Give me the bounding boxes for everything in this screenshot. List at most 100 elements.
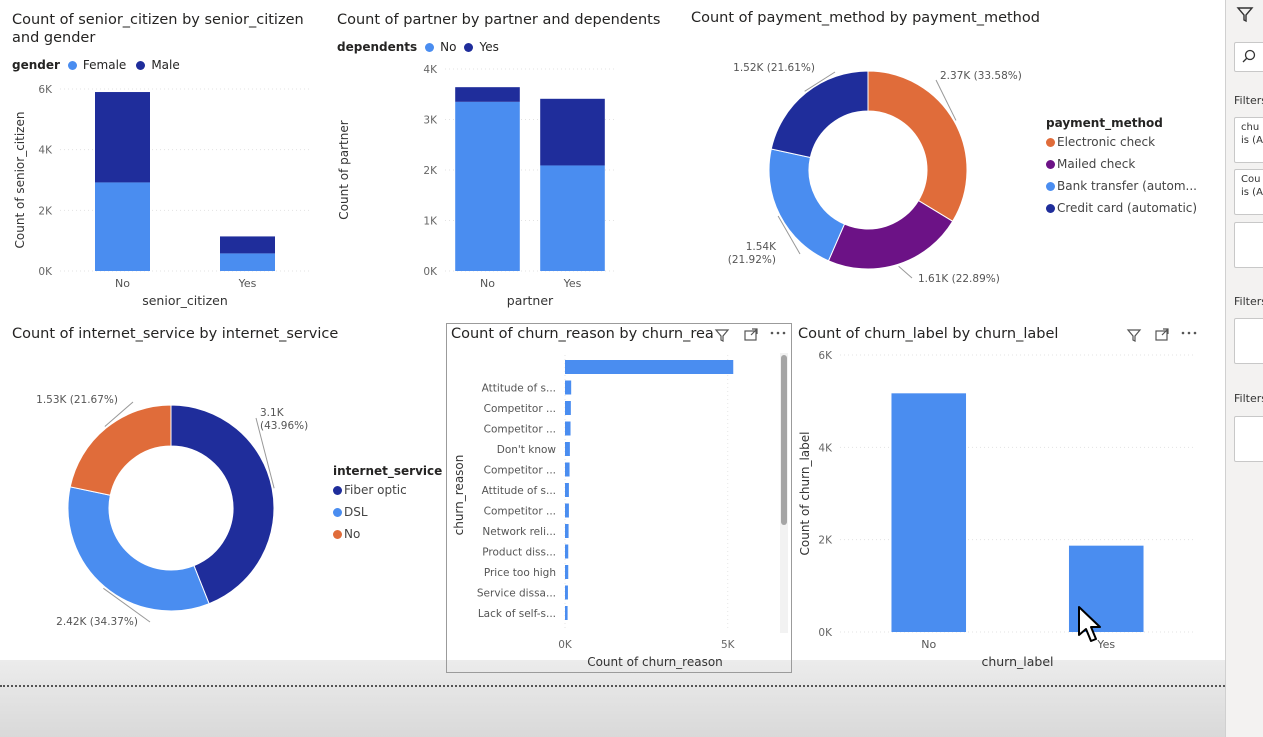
chart-legend: payment_method Electronic check Mailed c… (1046, 116, 1197, 223)
legend-label-male: Male (151, 58, 180, 72)
leader-line (255, 417, 275, 489)
scrollbar[interactable] (780, 353, 788, 633)
bar (891, 393, 967, 632)
churn-label-plot: 0K 2K 4K 6K No Yes churn_label Count of churn_l… (798, 350, 1195, 669)
internet-service-donut: 3.1K(43.96%) 2.42K (34.37%) 1.53K (21.67%) (36, 394, 308, 628)
legend-swatch (1046, 137, 1055, 147)
focus-mode-icon[interactable] (743, 327, 759, 347)
legend-swatch-yes (464, 42, 474, 52)
filter-card-field: chu (1241, 122, 1260, 133)
legend-swatch (333, 529, 342, 539)
add-filter-well[interactable] (1234, 416, 1263, 462)
data-label: 2.37K (33.58%) (940, 70, 1022, 82)
legend-swatch (333, 507, 342, 517)
data-label: (21.92%) (728, 254, 776, 266)
chart-title: Count of internet_service by internet_se… (12, 326, 339, 342)
filters-pane[interactable]: Filters chu is (A Cou is (A Filters Filt… (1225, 0, 1263, 737)
legend-item: Bank transfer (autom... (1046, 179, 1197, 193)
legend-item: Fiber optic (333, 483, 442, 497)
mouse-cursor-icon (1078, 606, 1101, 642)
filter-icon[interactable] (714, 327, 730, 347)
y-tick-label: Don't know (497, 444, 557, 456)
churn-label-chart[interactable]: Count of churn_label by churn_label 0K 2K… (795, 323, 1205, 673)
scrollbar-thumb[interactable] (781, 355, 787, 525)
partner-chart[interactable]: Count of partner by partner and dependen… (330, 0, 670, 315)
chart-title-line2: and gender (12, 30, 96, 46)
chart-title: Count of payment_method by payment_metho… (691, 10, 1040, 26)
y-tick-label: 0K (423, 266, 438, 278)
x-tick-label: No (115, 277, 130, 290)
focus-mode-icon[interactable] (1154, 327, 1170, 347)
x-axis-title: partner (507, 293, 554, 308)
x-tick-label: No (480, 277, 495, 290)
donut-slice (67, 486, 210, 612)
selected-visual-frame[interactable] (446, 323, 792, 673)
bar (455, 101, 520, 271)
bar (565, 462, 570, 477)
x-axis-title: Count of churn_reason (587, 655, 723, 669)
legend-label: Fiber optic (344, 483, 407, 497)
bar (540, 165, 605, 271)
bar (565, 380, 572, 395)
y-axis-title: Count of senior_citizen (13, 112, 27, 249)
y-tick-label: Lack of self-s... (478, 608, 556, 620)
bar (565, 360, 734, 374)
legend-label-yes: Yes (479, 40, 499, 54)
more-options-icon[interactable] (1180, 325, 1198, 345)
partner-plot: 0K 1K 2K 3K 4K No Yes partner Count of partner (337, 64, 615, 308)
legend-item: Mailed check (1046, 157, 1197, 171)
x-tick-label: 0K (558, 639, 573, 651)
bar (565, 503, 569, 518)
legend-label: DSL (344, 505, 368, 519)
churn-reason-chart[interactable]: Count of churn_reason by churn_rea 0K 5K A… (446, 323, 792, 673)
filters-on-page-label: Filters (1234, 94, 1263, 107)
y-tick-label: 0K (818, 627, 833, 639)
churn-reason-plot: 0K 5K Attitude of s... Competitor ... Compet… (452, 355, 736, 669)
filter-icon[interactable] (1126, 327, 1142, 347)
y-tick-label: 0K (38, 266, 53, 278)
payment-method-chart[interactable]: Count of payment_method by payment_metho… (680, 0, 1220, 315)
y-tick-label: 6K (818, 350, 833, 362)
legend-item: DSL (333, 505, 442, 519)
y-axis-title: churn_reason (452, 455, 466, 536)
bar (565, 544, 569, 559)
y-tick-label: 6K (38, 84, 53, 96)
add-filter-well[interactable] (1234, 318, 1263, 364)
filter-card[interactable]: Cou is (A (1234, 169, 1263, 215)
more-options-icon[interactable] (769, 325, 787, 345)
bar (565, 421, 571, 436)
y-tick-label: Competitor ... (484, 424, 556, 436)
bar (540, 98, 605, 166)
filter-card[interactable]: chu is (A (1234, 117, 1263, 163)
add-filter-well[interactable] (1234, 222, 1263, 268)
bar (565, 606, 568, 620)
chart-title: Count of partner by partner and dependen… (337, 12, 661, 28)
data-label: (43.96%) (260, 420, 308, 432)
internet-service-chart[interactable]: Count of internet_service by internet_se… (0, 320, 442, 650)
x-tick-label: No (921, 638, 936, 651)
legend-label: Mailed check (1057, 157, 1136, 171)
chart-legend: dependents No Yes (337, 40, 499, 54)
leader-line (804, 71, 836, 92)
search-input[interactable] (1234, 42, 1263, 72)
chart-legend: gender Female Male (12, 58, 180, 72)
y-tick-label: 2K (818, 535, 833, 547)
legend-swatch-female (67, 60, 77, 70)
page-boundary (0, 685, 1225, 687)
legend-label: No (344, 527, 361, 541)
y-tick-label: 4K (423, 64, 438, 76)
legend-label: Credit card (automatic) (1057, 201, 1198, 215)
x-tick-label: Yes (238, 277, 257, 290)
legend-title: dependents (337, 40, 418, 54)
bar (220, 253, 275, 271)
senior-citizen-chart[interactable]: Count of senior_citizen by senior_citize… (0, 0, 320, 315)
legend-label: Bank transfer (autom... (1057, 179, 1197, 193)
donut-slice (768, 148, 846, 262)
x-tick-label: Yes (1096, 638, 1115, 651)
bar (95, 92, 150, 183)
y-axis-title: Count of churn_label (798, 432, 812, 556)
filter-icon[interactable] (1236, 5, 1254, 27)
payment-method-donut: 2.37K (33.58%) 1.61K (22.89%) 1.54K(21.92%… (728, 62, 1022, 285)
legend-swatch (1046, 203, 1055, 213)
y-tick-label: 2K (423, 165, 438, 177)
